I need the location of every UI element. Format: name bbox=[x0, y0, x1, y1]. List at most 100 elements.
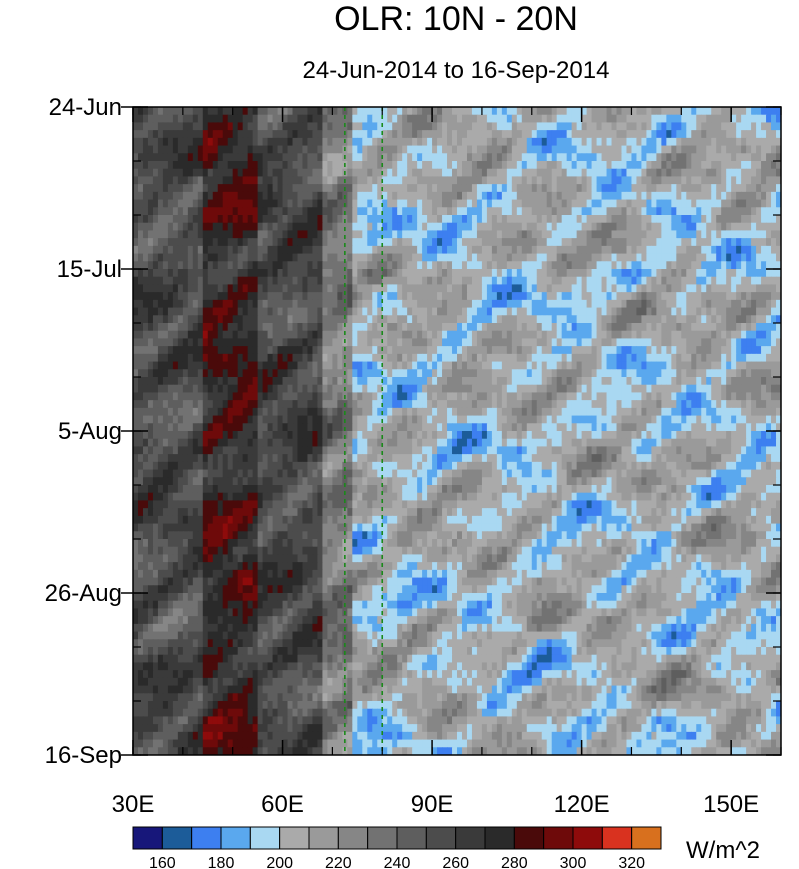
olr-cell bbox=[581, 323, 588, 332]
olr-cell bbox=[601, 392, 608, 401]
olr-cell bbox=[267, 238, 274, 247]
olr-cell bbox=[661, 153, 667, 162]
olr-cell bbox=[531, 346, 538, 355]
olr-cell bbox=[616, 145, 623, 154]
olr-cell bbox=[327, 307, 333, 316]
olr-cell bbox=[167, 292, 174, 301]
olr-cell bbox=[706, 114, 712, 124]
olr-cell bbox=[357, 346, 363, 355]
olr-cell bbox=[422, 145, 428, 154]
olr-cell bbox=[646, 253, 652, 262]
olr-cell bbox=[133, 269, 139, 278]
olr-cell bbox=[626, 230, 633, 239]
olr-cell bbox=[641, 307, 648, 316]
olr-cell bbox=[237, 353, 244, 363]
olr-cell bbox=[656, 315, 662, 324]
olr-cell bbox=[521, 392, 528, 401]
olr-cell bbox=[332, 338, 338, 347]
olr-cell bbox=[342, 238, 348, 247]
olr-cell bbox=[217, 230, 224, 239]
olr-cell bbox=[611, 307, 618, 316]
olr-cell bbox=[736, 107, 742, 116]
olr-cell bbox=[222, 292, 229, 301]
olr-cell bbox=[566, 184, 573, 193]
olr-cell bbox=[481, 230, 488, 239]
olr-cell bbox=[212, 361, 219, 370]
olr-cell bbox=[287, 245, 294, 255]
olr-cell bbox=[646, 137, 652, 147]
olr-cell bbox=[312, 168, 319, 178]
olr-cell bbox=[287, 114, 294, 124]
olr-cell bbox=[696, 199, 702, 208]
olr-cell bbox=[516, 330, 523, 340]
olr-cell bbox=[447, 161, 453, 170]
olr-cell bbox=[232, 122, 239, 131]
olr-cell bbox=[686, 161, 692, 170]
olr-cell bbox=[521, 323, 528, 332]
olr-cell bbox=[367, 130, 373, 139]
olr-cell bbox=[282, 384, 289, 394]
olr-cell bbox=[412, 315, 418, 324]
olr-cell bbox=[222, 323, 229, 332]
olr-cell bbox=[337, 361, 343, 370]
plot-area bbox=[121, 106, 782, 756]
olr-cell bbox=[641, 222, 648, 232]
olr-cell bbox=[666, 346, 672, 355]
olr-cell bbox=[681, 369, 687, 378]
olr-cell bbox=[676, 323, 682, 332]
olr-cell bbox=[711, 292, 717, 301]
olr-cell bbox=[521, 253, 528, 262]
olr-cell bbox=[526, 307, 533, 316]
olr-cell bbox=[481, 299, 488, 309]
olr-cell bbox=[671, 377, 677, 386]
olr-cell bbox=[556, 122, 563, 131]
olr-cell bbox=[217, 161, 224, 170]
olr-cell bbox=[716, 238, 722, 247]
olr-cell bbox=[162, 161, 169, 170]
olr-cell bbox=[541, 130, 548, 139]
olr-cell bbox=[272, 315, 279, 324]
olr-cell bbox=[636, 207, 643, 216]
olr-cell bbox=[746, 369, 752, 378]
olr-cell bbox=[521, 184, 528, 193]
olr-cell bbox=[222, 215, 229, 224]
olr-cell bbox=[476, 307, 483, 316]
olr-cell bbox=[322, 269, 328, 278]
olr-cell bbox=[272, 191, 279, 201]
olr-cell bbox=[452, 338, 458, 347]
olr-cell bbox=[417, 161, 423, 170]
olr-cell bbox=[352, 330, 358, 340]
olr-cell bbox=[706, 245, 712, 255]
olr-cell bbox=[417, 353, 423, 363]
olr-cell bbox=[327, 361, 333, 370]
olr-cell bbox=[551, 330, 558, 340]
olr-cell bbox=[656, 346, 662, 355]
olr-cell bbox=[202, 122, 209, 131]
olr-cell bbox=[317, 377, 324, 386]
olr-cell bbox=[337, 245, 343, 255]
olr-cell bbox=[661, 199, 667, 208]
olr-cell bbox=[496, 276, 503, 286]
olr-cell bbox=[197, 130, 204, 139]
olr-cell bbox=[262, 207, 269, 216]
olr-cell bbox=[466, 145, 473, 154]
olr-cell bbox=[267, 245, 274, 255]
olr-cell bbox=[137, 338, 144, 347]
olr-cell bbox=[427, 215, 433, 224]
olr-cell bbox=[726, 261, 732, 270]
olr-cell bbox=[262, 338, 269, 347]
olr-cell bbox=[646, 145, 652, 154]
olr-cell bbox=[661, 168, 667, 178]
olr-cell bbox=[641, 261, 648, 270]
olr-cell bbox=[292, 168, 299, 178]
olr-cell bbox=[636, 323, 643, 332]
olr-cell bbox=[576, 215, 583, 224]
olr-cell bbox=[721, 184, 727, 193]
olr-cell bbox=[636, 145, 643, 154]
olr-cell bbox=[766, 269, 772, 278]
olr-cell bbox=[461, 238, 468, 247]
olr-cell bbox=[481, 238, 488, 247]
olr-cell bbox=[447, 207, 453, 216]
olr-cell bbox=[556, 384, 563, 394]
olr-cell bbox=[377, 245, 383, 255]
